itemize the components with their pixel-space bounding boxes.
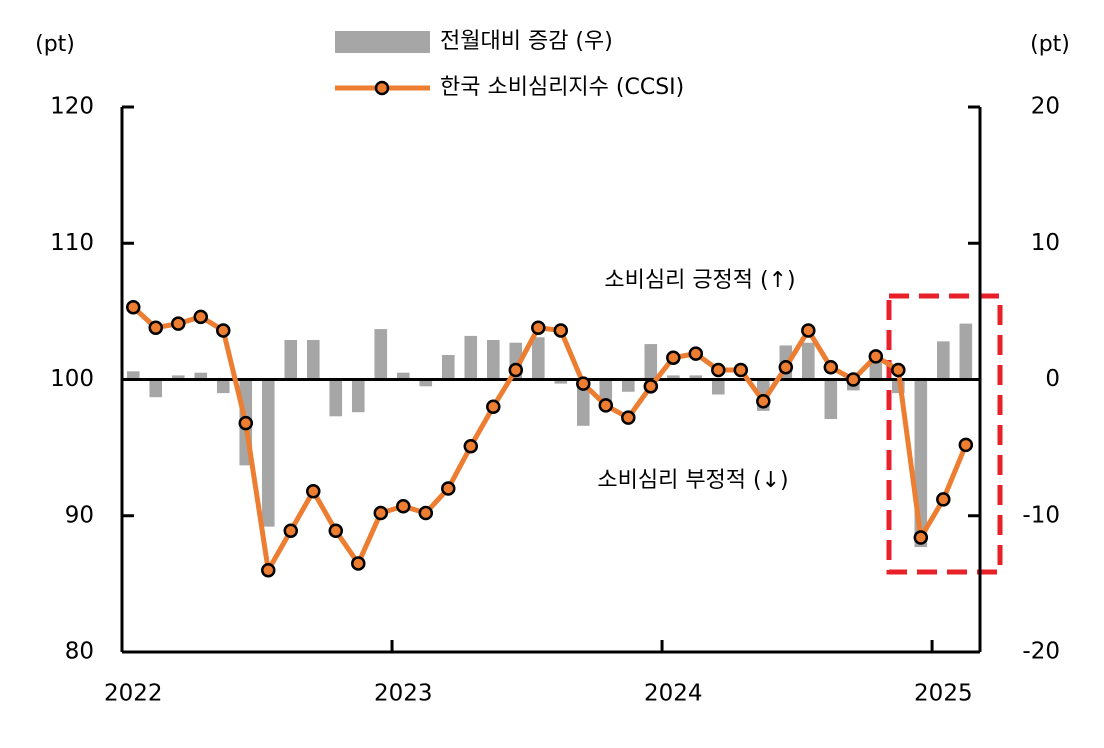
marker xyxy=(193,309,209,325)
bar xyxy=(261,379,275,527)
bar xyxy=(937,341,950,380)
bar xyxy=(802,342,815,380)
marker xyxy=(598,398,614,413)
bar xyxy=(712,379,725,395)
marker xyxy=(801,323,816,338)
bar xyxy=(576,379,590,426)
x-tick-label: 2022 xyxy=(104,681,163,707)
bar xyxy=(464,335,478,380)
bar xyxy=(531,337,545,380)
bar xyxy=(689,375,703,380)
y-tick-label: 80 xyxy=(65,639,94,665)
y-tick-label: 110 xyxy=(50,230,94,256)
bar xyxy=(554,379,568,384)
bar xyxy=(419,379,433,387)
y2-tick-label: -20 xyxy=(1022,639,1060,665)
marker xyxy=(306,483,321,499)
bar xyxy=(374,329,388,380)
marker xyxy=(463,439,479,454)
y-tick-label: 120 xyxy=(50,94,94,120)
x-tick-label: 2025 xyxy=(914,681,973,707)
marker xyxy=(171,316,186,331)
highlight-box xyxy=(886,293,1003,575)
y2-tick-label: -10 xyxy=(1022,502,1060,528)
legend-label: 한국 소비심리지수 (CCSI) xyxy=(440,75,684,100)
marker xyxy=(373,505,389,521)
bar xyxy=(126,371,140,380)
bar xyxy=(486,339,500,380)
x-tick-label: 2024 xyxy=(644,681,703,707)
annotation: 소비심리 부정적 (↓) xyxy=(597,468,788,493)
legend-marker xyxy=(374,80,390,96)
marker xyxy=(216,323,231,338)
marker xyxy=(351,556,366,571)
marker xyxy=(823,359,839,375)
y-axis-unit: (pt) xyxy=(35,32,75,57)
marker xyxy=(643,379,659,394)
y-tick-label: 100 xyxy=(50,366,94,392)
x-tick-label: 2023 xyxy=(374,681,433,707)
marker xyxy=(846,372,861,387)
legend-label: 전월대비 증감 (우) xyxy=(440,29,613,54)
bar xyxy=(284,339,298,380)
marker xyxy=(126,300,141,315)
bar xyxy=(441,354,455,380)
bar xyxy=(396,372,410,380)
bar xyxy=(666,375,680,380)
legend-swatch xyxy=(335,31,430,53)
marker xyxy=(778,359,794,375)
marker xyxy=(621,410,636,425)
marker xyxy=(283,523,299,538)
marker xyxy=(148,320,164,335)
marker xyxy=(418,505,434,521)
marker xyxy=(688,346,704,361)
line xyxy=(131,305,969,573)
marker xyxy=(396,498,411,514)
marker xyxy=(756,394,771,409)
y-tick-label: 90 xyxy=(65,502,94,528)
marker xyxy=(261,563,276,578)
marker xyxy=(553,323,569,338)
bar xyxy=(329,379,343,417)
marker xyxy=(868,349,884,364)
bar xyxy=(644,344,658,380)
marker xyxy=(958,437,974,453)
marker xyxy=(531,320,546,335)
bar xyxy=(171,375,185,380)
y2-tick-label: 20 xyxy=(1031,94,1060,120)
bar xyxy=(824,379,838,420)
bar xyxy=(621,379,635,392)
bar xyxy=(599,379,613,403)
bar xyxy=(216,379,230,394)
bar xyxy=(959,323,973,380)
marker xyxy=(891,362,906,378)
marker xyxy=(666,350,681,365)
y2-tick-label: 10 xyxy=(1031,230,1060,256)
bar xyxy=(149,379,163,398)
annotation: 소비심리 긍정적 (↑) xyxy=(604,268,795,293)
marker xyxy=(576,376,591,391)
y2-tick-label: 0 xyxy=(1045,366,1060,392)
marker xyxy=(733,362,749,378)
bar xyxy=(351,379,365,413)
marker xyxy=(508,362,524,378)
marker xyxy=(328,523,344,538)
y2-axis-unit: (pt) xyxy=(1030,32,1070,57)
marker xyxy=(238,415,254,431)
marker xyxy=(913,530,929,545)
marker xyxy=(711,362,726,378)
bar xyxy=(306,339,320,380)
marker xyxy=(441,481,456,496)
marker xyxy=(486,399,501,414)
bar xyxy=(194,372,208,380)
marker xyxy=(936,492,951,507)
